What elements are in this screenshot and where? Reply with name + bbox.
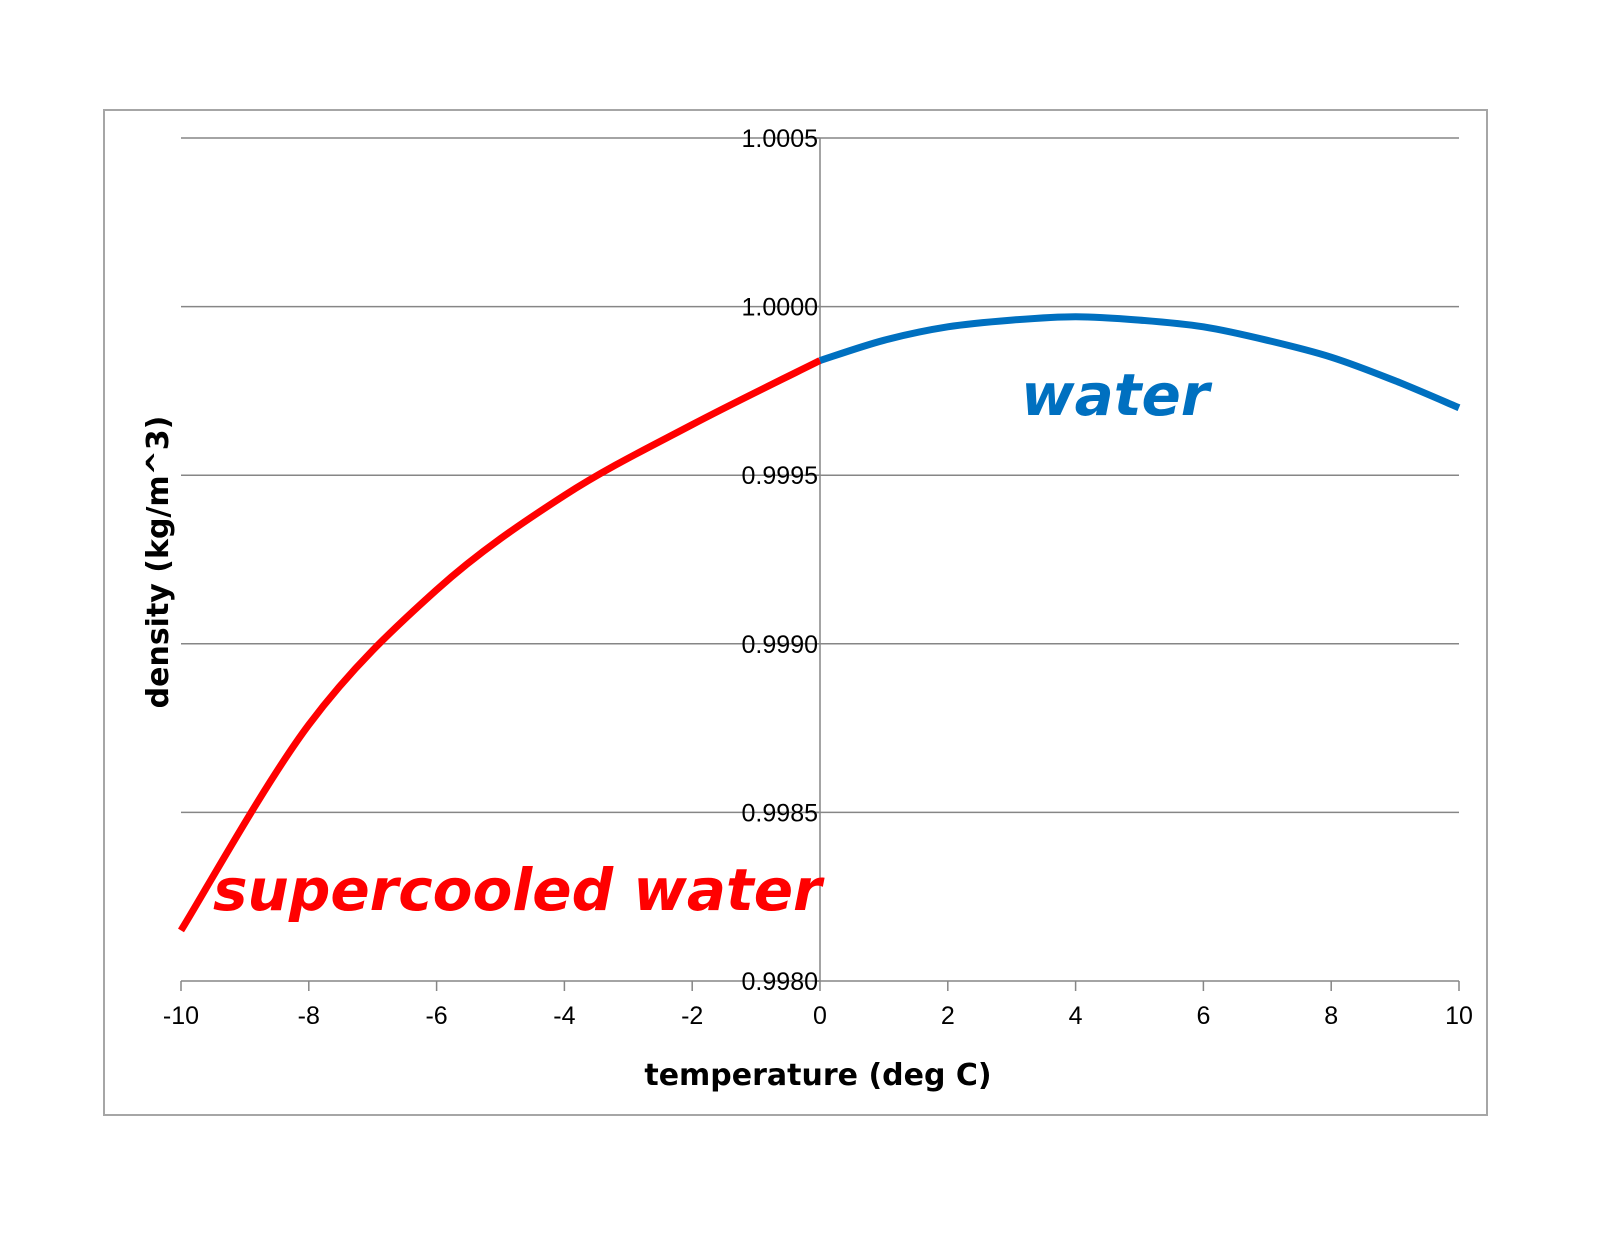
x-tick-labels: -10 -8 -6 -4 -2 0 2 4 6 8 10 (163, 1002, 1473, 1030)
x-axis-title: temperature (deg C) (644, 1058, 991, 1093)
x-tick-label: 0 (813, 1002, 827, 1030)
y-tick-label: 1.0000 (742, 294, 818, 322)
series-lines (178, 313, 1461, 933)
y-tick-label: 0.9995 (742, 462, 818, 490)
y-tick-label: 0.9980 (742, 968, 818, 996)
annotation-supercooled-water: supercooled water (213, 856, 825, 924)
x-tick-label: 6 (1196, 1002, 1210, 1030)
x-tick-label: -6 (425, 1002, 447, 1030)
chart-frame (103, 109, 1488, 1116)
x-tick-label: 8 (1324, 1002, 1338, 1030)
y-tick-labels: 0.9980 0.9985 0.9990 0.9995 1.0000 1.0005 (742, 125, 818, 996)
x-tick-label: -8 (298, 1002, 320, 1030)
x-tick-label: -10 (163, 1002, 199, 1030)
y-tick-label: 1.0005 (742, 125, 818, 153)
y-axis-title: density (kg/m^3) (141, 416, 176, 709)
x-tick-label: 4 (1069, 1002, 1083, 1030)
y-tick-label: 0.9990 (742, 631, 818, 659)
annotation-water: water (1021, 361, 1213, 429)
series-line-water (818, 313, 1461, 411)
x-tick-label: -2 (681, 1002, 703, 1030)
series-line-supercooled-water (178, 357, 822, 933)
y-tick-label: 0.9985 (742, 799, 818, 827)
x-tick-label: -4 (553, 1002, 575, 1030)
x-tick-label: 10 (1445, 1002, 1473, 1030)
x-tick-label: 2 (941, 1002, 955, 1030)
axes (180, 137, 1460, 991)
